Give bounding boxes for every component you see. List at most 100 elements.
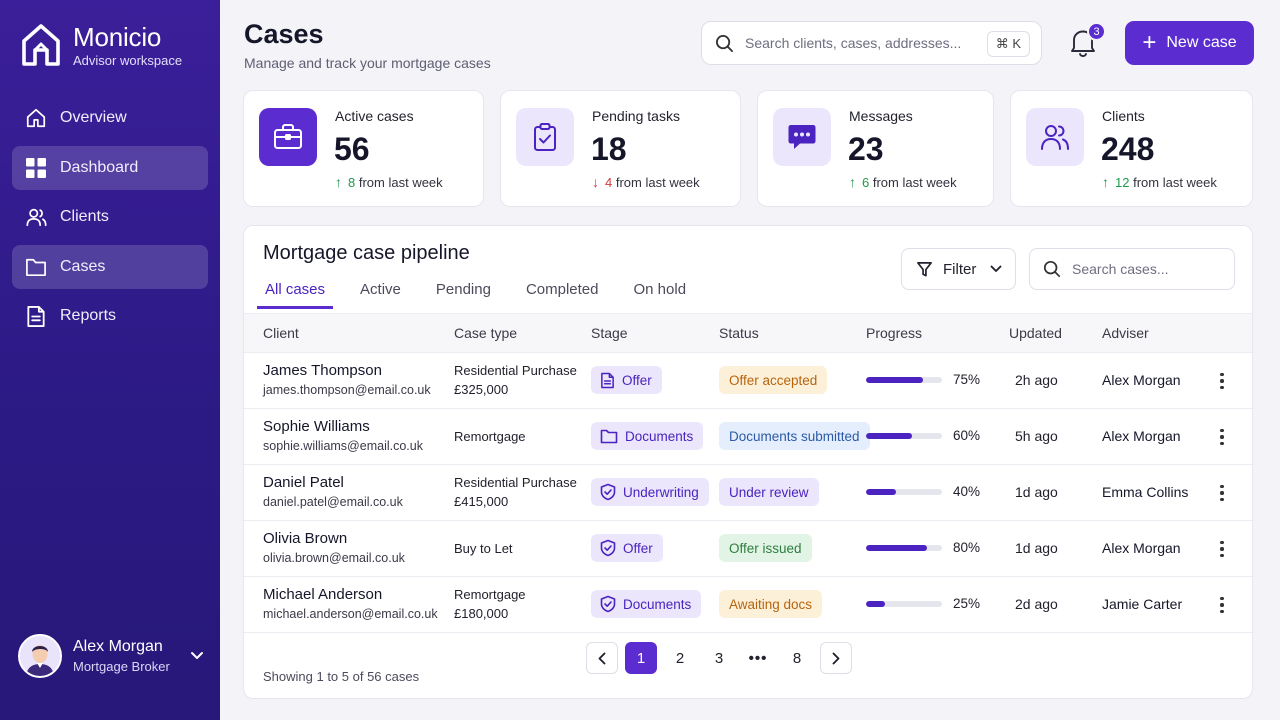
updated-time: 2d ago (1015, 596, 1058, 612)
page-button-2[interactable]: 2 (675, 649, 685, 667)
table-row[interactable]: Olivia Brown olivia.brown@email.co.uk Buy … (244, 521, 1252, 577)
page-button-3[interactable]: 3 (714, 649, 724, 667)
case-type-label: Residential Purchase (454, 363, 577, 378)
page-button-1[interactable]: 1 (625, 642, 657, 674)
arrow-up-icon: ↑ (335, 174, 342, 190)
search-icon (715, 34, 734, 52)
stat-label: Active cases (335, 108, 414, 124)
client-name[interactable]: Michael Anderson (263, 586, 383, 603)
user-profile[interactable]: Alex Morgan Mortgage Broker (18, 634, 204, 678)
client-name[interactable]: James Thompson (263, 362, 382, 379)
column-header-case-type[interactable]: Case type (454, 325, 518, 341)
keyboard-shortcut-badge: ⌘ K (986, 31, 1030, 57)
brand[interactable]: Monicio Advisor workspace (20, 22, 182, 68)
status-badge: Documents submitted (719, 422, 870, 450)
row-more-options-icon[interactable] (1212, 593, 1232, 617)
client-cell: James Thompson james.thompson@email.co.uk (263, 362, 431, 397)
progress-bar (866, 488, 942, 495)
column-header-stage[interactable]: Stage (591, 325, 628, 341)
folder-icon (600, 429, 618, 444)
chevron-down-icon[interactable] (190, 651, 204, 661)
stat-card-pending-tasks[interactable]: Pending tasks 18 ↓ 4 from last week (500, 90, 741, 207)
new-case-button[interactable]: + New case (1125, 21, 1254, 65)
sidebar-nav: Overview Dashboard Clients Cases Reports (12, 96, 208, 344)
sidebar-item-cases[interactable]: Cases (12, 244, 208, 289)
row-more-options-icon[interactable] (1212, 481, 1232, 505)
stat-label: Clients (1102, 108, 1145, 124)
row-more-options-icon[interactable] (1212, 425, 1232, 449)
status-badge: Offer issued (719, 534, 812, 562)
progress-percent: 75% (953, 372, 981, 387)
case-search[interactable] (1029, 248, 1235, 290)
progress-bar (866, 600, 942, 607)
table-row[interactable]: Sophie Williams sophie.williams@email.co.… (244, 409, 1252, 465)
sidebar-item-overview[interactable]: Overview (12, 96, 208, 140)
new-case-label: New case (1166, 34, 1237, 51)
next-page-button[interactable] (820, 642, 852, 674)
case-type-cell: Buy to Let (454, 539, 513, 558)
sidebar-item-label: Dashboard (60, 158, 139, 176)
case-type-label: Residential Purchase (454, 475, 577, 490)
chevron-left-icon (598, 652, 606, 664)
table-row[interactable]: James Thompson james.thompson@email.co.uk… (244, 353, 1252, 409)
client-name[interactable]: Sophie Williams (263, 418, 370, 435)
progress-cell: 75% (866, 372, 980, 387)
stat-change-amount: 8 (348, 174, 356, 190)
stage-label: Offer (622, 372, 652, 388)
chevron-down-icon (990, 265, 1002, 272)
stat-card-active-cases[interactable]: Active cases 56 ↑ 8 from last week (243, 90, 484, 207)
sidebar-item-reports[interactable]: Reports (12, 294, 208, 338)
case-search-input[interactable] (1072, 261, 1222, 277)
client-name[interactable]: Daniel Patel (263, 474, 344, 491)
brand-name: Monicio (73, 22, 162, 52)
tab-pending[interactable]: Pending (435, 281, 491, 298)
brand-subtitle: Advisor workspace (73, 53, 183, 68)
stat-card-messages[interactable]: Messages 23 ↑ 6 from last week (757, 90, 994, 207)
column-header-progress[interactable]: Progress (866, 325, 923, 341)
updated-time: 2h ago (1015, 372, 1058, 388)
progress-bar (866, 376, 942, 383)
stage-label: Documents (623, 596, 692, 612)
table-row[interactable]: Daniel Patel daniel.patel@email.co.uk Resi… (244, 465, 1252, 521)
tab-completed[interactable]: Completed (525, 281, 599, 298)
client-name[interactable]: Olivia Brown (263, 530, 348, 547)
previous-page-button[interactable] (586, 642, 618, 674)
progress-fill (866, 432, 912, 439)
sidebar-item-clients[interactable]: Clients (12, 195, 208, 239)
arrow-up-icon: ↑ (1102, 174, 1109, 190)
stage-label: Documents (625, 428, 694, 444)
column-header-updated[interactable]: Updated (1009, 325, 1062, 341)
stat-change: ↑ 6 from last week (849, 174, 957, 190)
progress-fill (866, 600, 885, 607)
column-header-client[interactable]: Client (263, 325, 299, 341)
stat-card-clients[interactable]: Clients 248 ↑ 12 from last week (1010, 90, 1253, 207)
global-search-input[interactable] (745, 35, 975, 51)
sidebar-item-dashboard[interactable]: Dashboard (12, 145, 208, 190)
avatar (18, 634, 62, 678)
house-logo-icon (22, 24, 60, 66)
row-more-options-icon[interactable] (1212, 369, 1232, 393)
column-header-adviser[interactable]: Adviser (1102, 325, 1149, 341)
global-search[interactable]: ⌘ K (701, 21, 1042, 65)
document-icon (600, 372, 615, 389)
tab-all-cases[interactable]: All cases (257, 276, 334, 309)
case-type-cell: Residential Purchase £415,000 (454, 473, 577, 511)
tab-on-hold[interactable]: On hold (633, 281, 687, 298)
stat-change-amount: 12 (1115, 174, 1130, 190)
filter-button[interactable]: Filter (901, 248, 1016, 290)
progress-percent: 80% (953, 540, 981, 555)
tab-active[interactable]: Active (360, 281, 401, 298)
stat-change-text: from last week (872, 174, 957, 190)
progress-percent: 40% (953, 484, 981, 499)
adviser-name: Emma Collins (1102, 484, 1189, 500)
filter-icon (917, 261, 932, 276)
filter-label: Filter (943, 260, 977, 278)
stage-cell: Offer (591, 534, 663, 562)
row-more-options-icon[interactable] (1212, 537, 1232, 561)
page-button-8[interactable]: 8 (792, 649, 802, 667)
column-header-status[interactable]: Status (719, 325, 759, 341)
case-type-label: Buy to Let (454, 541, 513, 556)
client-email: michael.anderson@email.co.uk (263, 607, 438, 621)
table-row[interactable]: Michael Anderson michael.anderson@email.c… (244, 577, 1252, 633)
home-icon (24, 106, 48, 130)
